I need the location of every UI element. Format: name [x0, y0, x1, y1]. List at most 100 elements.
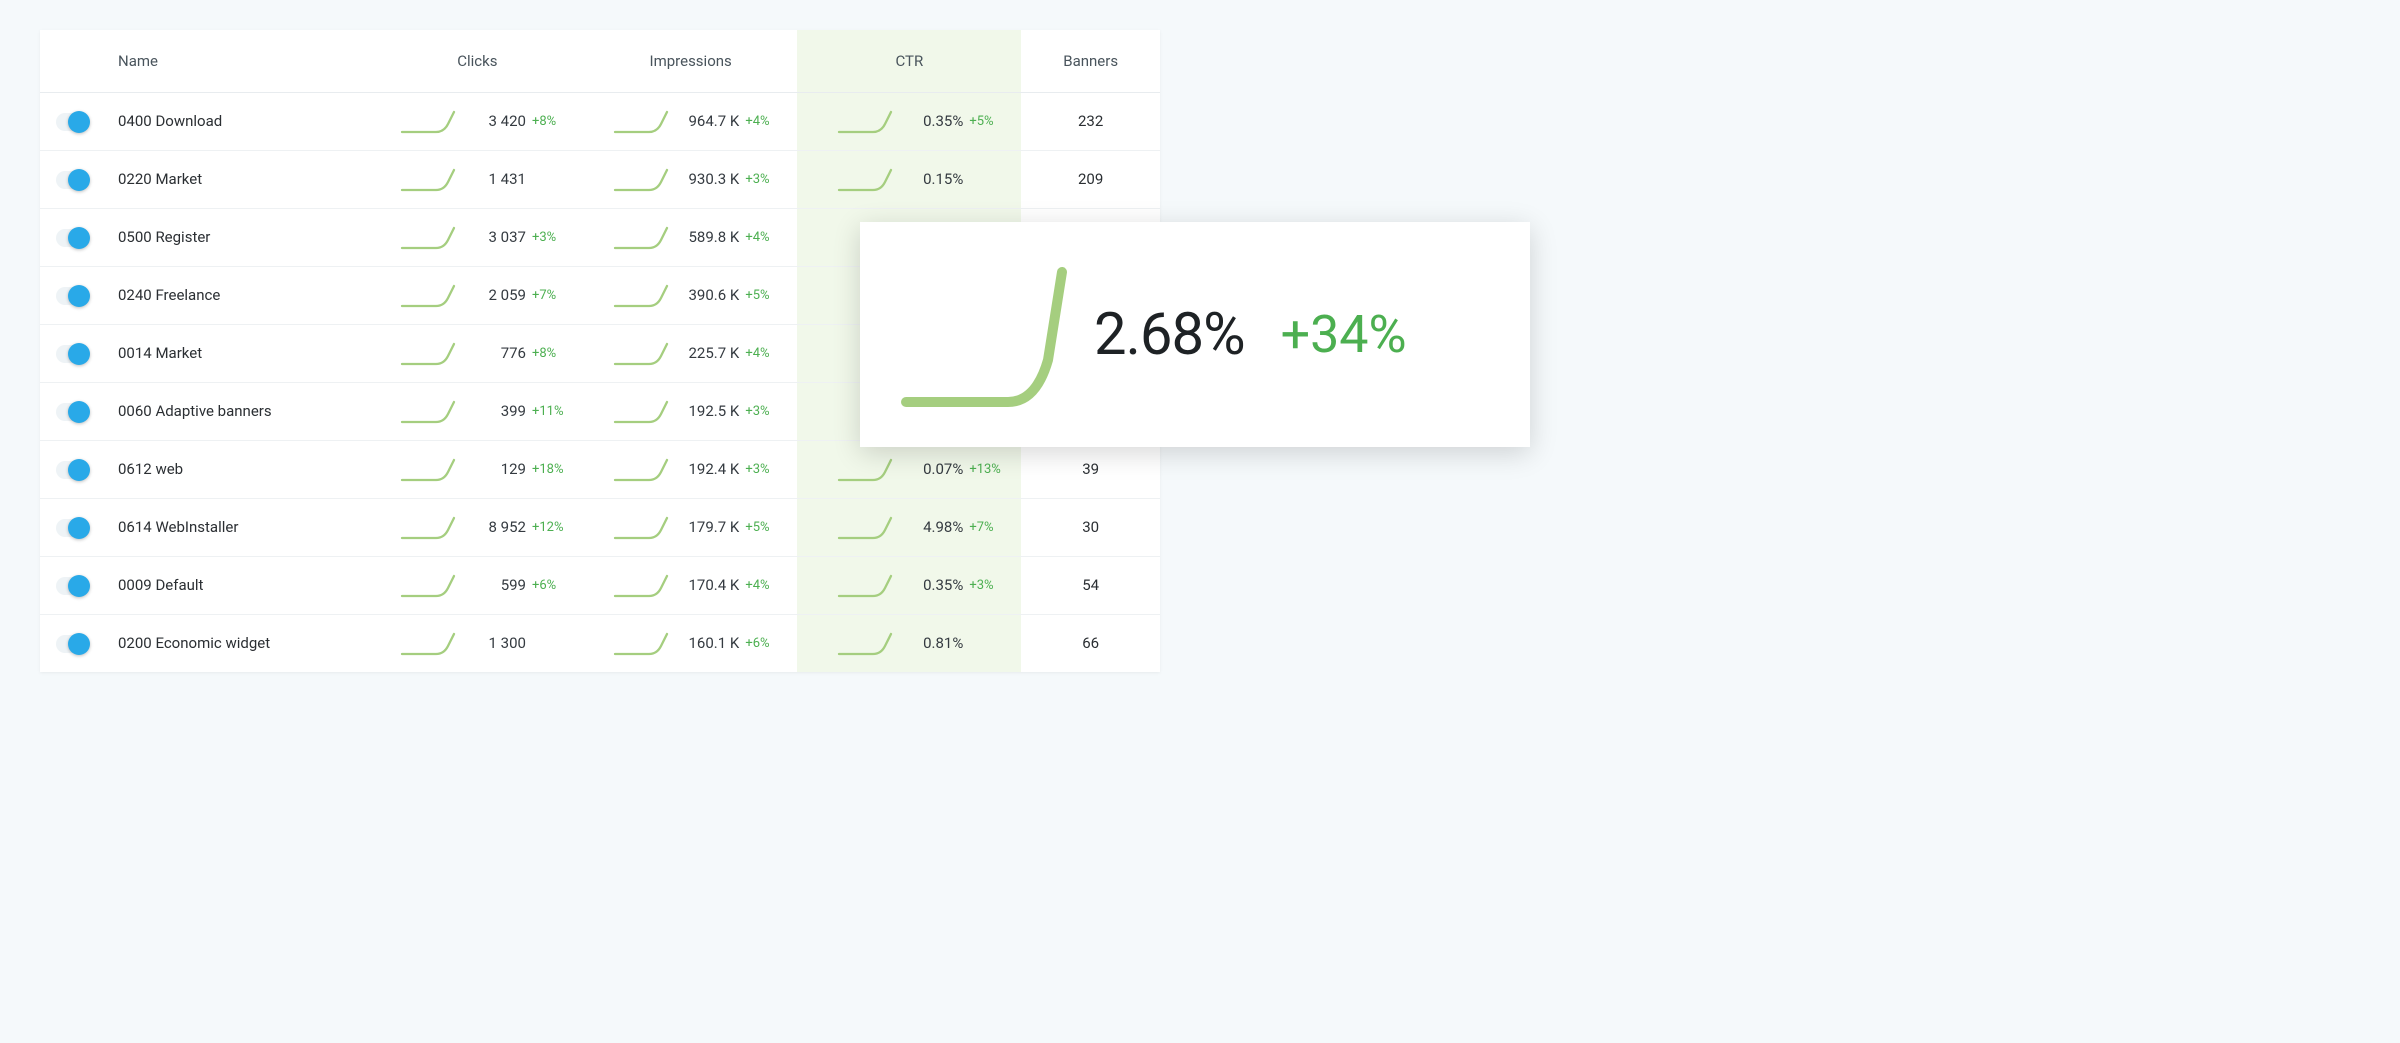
ctr-value: 0.07% — [907, 460, 963, 478]
sparkline-icon — [613, 570, 671, 600]
row-name: 0614 WebInstaller — [104, 498, 371, 556]
impressions-delta: +5% — [745, 520, 783, 535]
sparkline-icon — [613, 628, 671, 658]
row-banners: 66 — [1021, 614, 1160, 672]
row-name: 0240 Freelance — [104, 266, 371, 324]
clicks-delta: +6% — [532, 578, 570, 593]
col-impressions-header[interactable]: Impressions — [584, 30, 797, 92]
table-row[interactable]: 0009 Default599+6%170.4 K+4%0.35%+3%54 — [40, 556, 1160, 614]
row-name: 0009 Default — [104, 556, 371, 614]
row-toggle[interactable] — [56, 577, 88, 595]
clicks-delta: +3% — [532, 230, 570, 245]
table-row[interactable]: 0614 WebInstaller8 952+12%179.7 K+5%4.98… — [40, 498, 1160, 556]
callout-delta: +34% — [1281, 304, 1407, 365]
row-toggle[interactable] — [56, 287, 88, 305]
sparkline-icon — [400, 512, 458, 542]
row-toggle[interactable] — [56, 345, 88, 363]
sparkline-icon — [613, 396, 671, 426]
sparkline-icon — [837, 570, 895, 600]
impressions-delta: +4% — [745, 114, 783, 129]
callout-value: 2.68% — [1094, 301, 1245, 369]
clicks-value: 8 952 — [470, 518, 526, 536]
col-clicks-header[interactable]: Clicks — [371, 30, 584, 92]
row-banners: 39 — [1021, 440, 1160, 498]
row-name: 0400 Download — [104, 92, 371, 150]
impressions-delta: +3% — [745, 462, 783, 477]
impressions-delta: +4% — [745, 578, 783, 593]
row-toggle[interactable] — [56, 461, 88, 479]
sparkline-icon — [400, 628, 458, 658]
impressions-value: 170.4 K — [683, 576, 739, 594]
impressions-delta: +4% — [745, 230, 783, 245]
sparkline-icon — [400, 164, 458, 194]
clicks-delta: +11% — [532, 404, 570, 419]
sparkline-icon — [400, 570, 458, 600]
clicks-delta: +8% — [532, 114, 570, 129]
clicks-delta: +12% — [532, 520, 570, 535]
sparkline-icon — [400, 396, 458, 426]
table-row[interactable]: 0612 web129+18%192.4 K+3%0.07%+13%39 — [40, 440, 1160, 498]
ctr-value: 0.35% — [907, 112, 963, 130]
sparkline-icon — [613, 106, 671, 136]
col-name-header[interactable]: Name — [104, 30, 371, 92]
sparkline-icon — [400, 222, 458, 252]
impressions-delta: +3% — [745, 404, 783, 419]
impressions-delta: +3% — [745, 172, 783, 187]
sparkline-icon — [613, 164, 671, 194]
ctr-delta: +3% — [969, 578, 1007, 593]
clicks-delta: +18% — [532, 462, 570, 477]
row-toggle[interactable] — [56, 519, 88, 537]
impressions-value: 160.1 K — [683, 634, 739, 652]
row-toggle[interactable] — [56, 229, 88, 247]
sparkline-icon — [613, 280, 671, 310]
col-banners-header[interactable]: Banners — [1021, 30, 1160, 92]
row-name: 0612 web — [104, 440, 371, 498]
row-toggle[interactable] — [56, 171, 88, 189]
table-row[interactable]: 0200 Economic widget 1 300 160.1 K +6% 0.81%… — [40, 614, 1160, 672]
row-toggle[interactable] — [56, 113, 88, 131]
sparkline-icon — [400, 280, 458, 310]
sparkline-icon — [837, 628, 895, 658]
ctr-value: 0.81% — [907, 634, 963, 652]
clicks-delta: +8% — [532, 346, 570, 361]
sparkline-icon — [613, 338, 671, 368]
row-toggle[interactable] — [56, 403, 88, 421]
sparkline-icon — [837, 164, 895, 194]
impressions-delta: +6% — [745, 636, 783, 651]
ctr-value: 0.35% — [907, 576, 963, 594]
impressions-value: 930.3 K — [683, 170, 739, 188]
row-banners: 30 — [1021, 498, 1160, 556]
sparkline-icon — [837, 512, 895, 542]
impressions-value: 192.5 K — [683, 402, 739, 420]
sparkline-icon — [837, 106, 895, 136]
ctr-delta: +5% — [969, 114, 1007, 129]
ctr-value: 0.15% — [907, 170, 963, 188]
table-row[interactable]: 0400 Download3 420+8%964.7 K+4%0.35%+5%2… — [40, 92, 1160, 150]
clicks-value: 776 — [470, 344, 526, 362]
col-toggle-header — [40, 30, 104, 92]
table-row[interactable]: 0220 Market1 431930.3 K+3%0.15%209 — [40, 150, 1160, 208]
row-banners: 209 — [1021, 150, 1160, 208]
row-toggle[interactable] — [56, 635, 88, 653]
ctr-delta: +13% — [969, 462, 1007, 477]
impressions-value: 964.7 K — [683, 112, 739, 130]
ctr-detail-callout: 2.68% +34% — [860, 222, 1530, 447]
impressions-delta: +4% — [745, 346, 783, 361]
col-ctr-header[interactable]: CTR — [797, 30, 1021, 92]
row-name: 0500 Register — [104, 208, 371, 266]
sparkline-icon — [400, 338, 458, 368]
ctr-value: 4.98% — [907, 518, 963, 536]
row-name: 0014 Market — [104, 324, 371, 382]
sparkline-icon — [400, 454, 458, 484]
table-header-row: Name Clicks Impressions CTR Banners — [40, 30, 1160, 92]
clicks-delta: +7% — [532, 288, 570, 303]
impressions-value: 192.4 K — [683, 460, 739, 478]
sparkline-icon — [613, 222, 671, 252]
row-name: 0200 Economic widget — [104, 614, 371, 672]
clicks-value: 1 300 — [470, 634, 526, 652]
impressions-delta: +5% — [745, 288, 783, 303]
impressions-value: 225.7 K — [683, 344, 739, 362]
row-banners: 232 — [1021, 92, 1160, 150]
sparkline-icon — [400, 106, 458, 136]
row-name: 0220 Market — [104, 150, 371, 208]
